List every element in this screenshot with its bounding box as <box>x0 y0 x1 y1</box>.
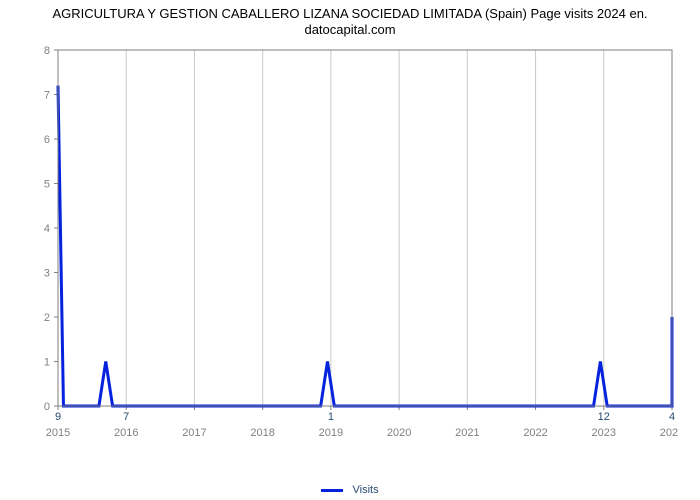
x-tick-label: 2021 <box>455 427 479 439</box>
y-tick-label: 3 <box>44 268 50 280</box>
x-tick-label: 2020 <box>387 427 411 439</box>
x-tick-label: 2015 <box>46 427 70 439</box>
x-tick-label: 2019 <box>319 427 343 439</box>
chart-title: AGRICULTURA Y GESTION CABALLERO LIZANA S… <box>0 0 700 39</box>
x-secondary-label: 1 <box>328 411 334 423</box>
x-secondary-label: 9 <box>55 411 61 423</box>
y-tick-label: 6 <box>44 134 50 146</box>
x-tick-label: 2022 <box>523 427 547 439</box>
x-tick-label: 2024 <box>660 427 678 439</box>
plot-area: 0123456789201572016201720181201920202021… <box>38 46 678 446</box>
y-tick-label: 4 <box>44 223 50 235</box>
chart-title-line2: datocapital.com <box>304 22 395 37</box>
y-tick-label: 8 <box>44 46 50 57</box>
y-tick-label: 0 <box>44 401 50 413</box>
x-secondary-label: 12 <box>598 411 610 423</box>
x-secondary-label: 4 <box>669 411 675 423</box>
y-tick-label: 2 <box>44 312 50 324</box>
x-tick-label: 2017 <box>182 427 206 439</box>
legend: Visits <box>0 484 700 496</box>
chart-svg: 0123456789201572016201720181201920202021… <box>38 46 678 446</box>
y-tick-label: 7 <box>44 90 50 102</box>
x-tick-label: 2018 <box>250 427 274 439</box>
legend-swatch <box>321 489 343 492</box>
y-tick-label: 1 <box>44 357 50 369</box>
plot-border <box>58 50 672 406</box>
y-tick-label: 5 <box>44 179 50 191</box>
chart-title-line1: AGRICULTURA Y GESTION CABALLERO LIZANA S… <box>52 6 647 21</box>
x-tick-label: 2023 <box>592 427 616 439</box>
legend-label: Visits <box>352 484 378 496</box>
x-tick-label: 2016 <box>114 427 138 439</box>
x-secondary-label: 7 <box>123 411 129 423</box>
